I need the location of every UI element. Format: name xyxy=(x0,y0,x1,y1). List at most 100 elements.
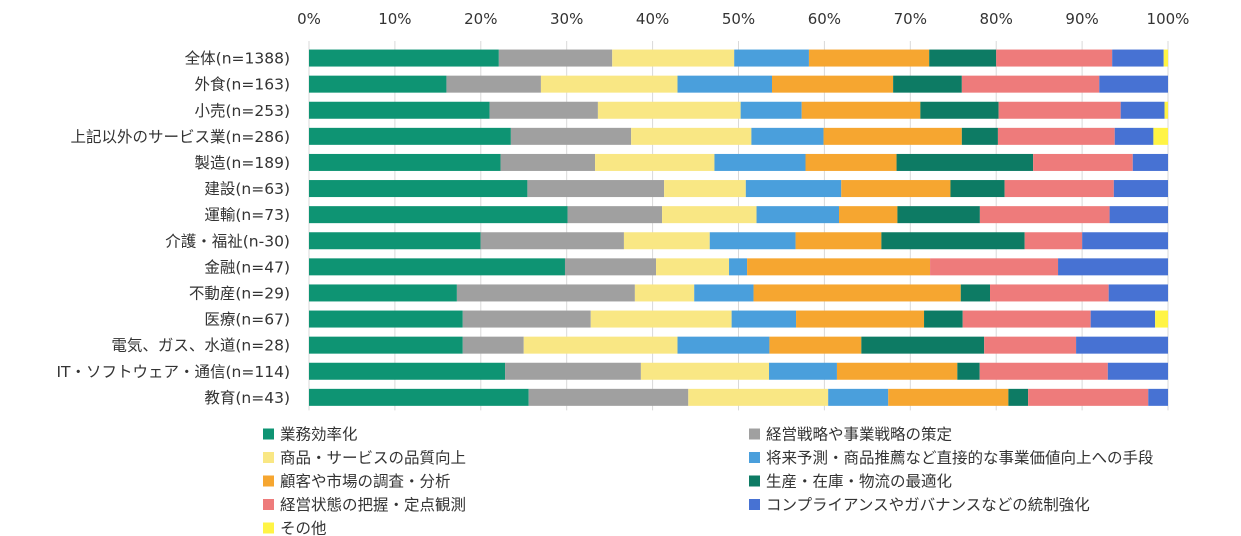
category-label: 金融(n=47) xyxy=(204,258,290,276)
legend-item: 生産・在庫・物流の最適化 xyxy=(749,473,952,491)
grid-layer xyxy=(308,41,1169,411)
bar-segment xyxy=(309,258,565,276)
x-tick-label: 0% xyxy=(297,10,321,28)
bar-segment xyxy=(769,362,837,380)
bar-segment xyxy=(801,101,921,119)
bar-segment xyxy=(528,388,689,406)
legend-item: その他 xyxy=(263,520,327,536)
category-label: 電気、ガス、水道(n=28) xyxy=(111,337,290,355)
bar-row xyxy=(309,153,1168,171)
bar-segment xyxy=(709,232,796,250)
bar-segment xyxy=(1076,336,1168,354)
bar-segment xyxy=(612,49,735,67)
legend-label: 将来予測・商品推薦など直接的な事業価値向上への手段 xyxy=(766,449,1154,467)
bar-segment xyxy=(631,127,752,145)
bar-segment xyxy=(634,284,695,302)
bar-segment xyxy=(456,284,635,302)
category-label: 小売(n=253) xyxy=(195,102,291,120)
x-tick-label: 40% xyxy=(636,10,669,28)
bar-segment xyxy=(1033,153,1133,171)
legend-swatch xyxy=(749,452,760,463)
bar-segment xyxy=(731,310,797,328)
bar-segment xyxy=(597,101,741,119)
bar-segment xyxy=(510,127,632,145)
bar-segment xyxy=(564,258,657,276)
bar-segment xyxy=(694,284,754,302)
bar-segment xyxy=(1004,180,1114,198)
bar-segment xyxy=(505,362,641,380)
bar-segment xyxy=(979,206,1110,224)
x-tick-label: 10% xyxy=(378,10,411,28)
bar-segment xyxy=(523,336,678,354)
bar-row xyxy=(309,284,1168,302)
category-label: 教育(n=43) xyxy=(204,389,290,407)
bar-segment xyxy=(753,284,961,302)
bar-segment xyxy=(309,362,506,380)
bar-row xyxy=(309,180,1168,198)
bar-segment xyxy=(540,75,678,93)
x-tick-label: 50% xyxy=(722,10,755,28)
bar-segment xyxy=(462,310,591,328)
bar-segment xyxy=(309,336,463,354)
bar-row xyxy=(309,206,1168,224)
bar-segment xyxy=(664,180,746,198)
bar-segment xyxy=(309,49,499,67)
bar-segment xyxy=(1148,388,1168,406)
bar-segment xyxy=(1008,388,1029,406)
legend-label: 経営戦略や事業戦略の策定 xyxy=(766,426,952,444)
bar-segment xyxy=(623,232,710,250)
bar-segment xyxy=(990,284,1109,302)
legend-swatch xyxy=(263,452,274,463)
bar-segment xyxy=(688,388,829,406)
bar-segment xyxy=(839,206,898,224)
bar-segment xyxy=(924,310,963,328)
bar-segment xyxy=(714,153,806,171)
category-label: 医療(n=67) xyxy=(204,311,290,329)
bar-segment xyxy=(595,153,715,171)
bar-segment xyxy=(309,284,457,302)
bar-segment xyxy=(1132,153,1168,171)
bar-segment xyxy=(998,101,1121,119)
x-tick-label: 90% xyxy=(1065,10,1098,28)
bar-segment xyxy=(462,336,524,354)
legend-item: コンプライアンスやガバナンスなどの統制強化 xyxy=(749,496,1090,514)
x-tick-label: 80% xyxy=(980,10,1013,28)
bar-segment xyxy=(309,206,568,224)
bar-segment xyxy=(309,388,529,406)
bar-segment xyxy=(1090,310,1156,328)
bar-segment xyxy=(1120,101,1165,119)
legend-swatch xyxy=(263,475,274,487)
legend-swatch xyxy=(749,475,760,487)
x-tick-label: 30% xyxy=(550,10,583,28)
bar-segment xyxy=(961,127,998,145)
category-label: 運輸(n=73) xyxy=(204,206,290,224)
bar-segment xyxy=(1155,310,1168,328)
x-tick-label: 70% xyxy=(894,10,927,28)
bar-segment xyxy=(769,336,862,354)
bar-segment xyxy=(962,310,1091,328)
bar-segment xyxy=(1164,101,1168,119)
legend-label: コンプライアンスやガバナンスなどの統制強化 xyxy=(766,496,1090,514)
category-label: 外食(n=163) xyxy=(195,76,291,94)
bar-segment xyxy=(841,180,951,198)
bar-segment xyxy=(1113,180,1168,198)
bar-segment xyxy=(979,362,1108,380)
bar-segment xyxy=(888,388,1009,406)
bar-segment xyxy=(309,101,490,119)
bar-segment xyxy=(929,49,997,67)
category-label: 建設(n=63) xyxy=(204,180,290,198)
bar-segment xyxy=(489,101,598,119)
legend-label: その他 xyxy=(280,520,327,536)
bar-segment xyxy=(1058,258,1168,276)
bar-segment xyxy=(1114,127,1154,145)
bar-segment xyxy=(1108,284,1168,302)
bar-segment xyxy=(527,180,665,198)
bar-segment xyxy=(309,75,447,93)
category-label: IT・ソフトウェア・通信(n=114) xyxy=(56,363,290,381)
legend-item: 経営戦略や事業戦略の策定 xyxy=(749,426,952,444)
bar-segment xyxy=(740,101,802,119)
bar-segment xyxy=(950,180,1005,198)
bar-segment xyxy=(957,362,980,380)
bar-segment xyxy=(640,362,770,380)
